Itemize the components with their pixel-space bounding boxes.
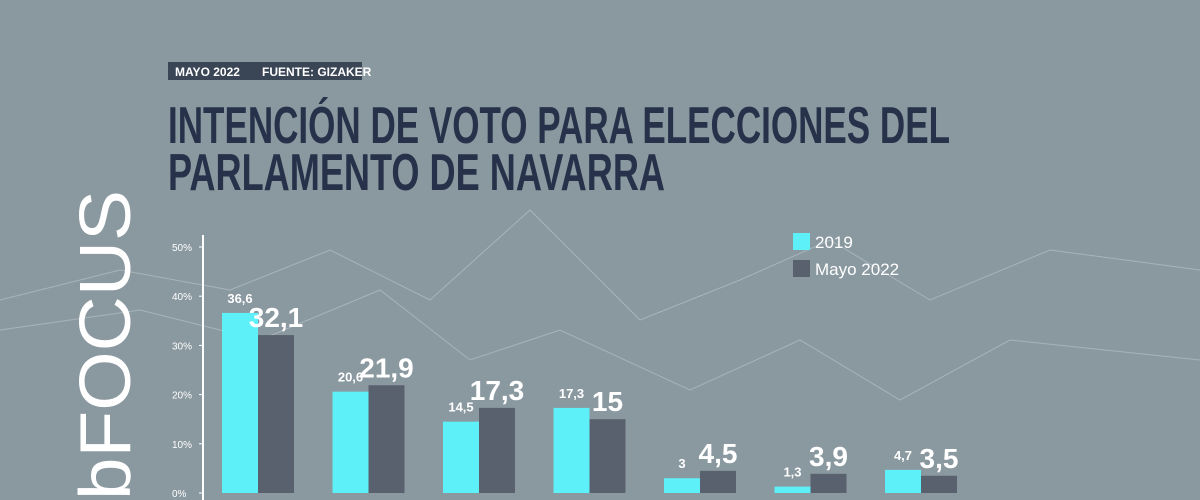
bar [921,475,957,493]
y-tick-label: 10% [172,440,192,451]
y-tick-label: 0% [172,489,187,500]
bar [700,470,736,493]
bar [368,385,405,493]
value-label: 17,3 [559,386,584,401]
bar [222,312,258,493]
header-date: MAYO 2022 [175,65,240,79]
logo: bFOCUS [66,190,146,500]
bar [589,419,626,493]
header-tag [168,62,362,80]
y-tick-label: 50% [172,243,192,254]
value-label: 3 [678,456,685,471]
bar [553,407,590,493]
header-source: FUENTE: GIZAKER [262,65,372,79]
legend-swatch [793,260,810,277]
bar [664,478,700,493]
bar [332,391,369,493]
bar [258,335,294,493]
value-label: 1,3 [783,465,801,480]
chart-title: INTENCIÓN DE VOTO PARA ELECCIONES DEL [168,97,950,155]
value-label: 32,1 [249,302,304,333]
y-tick-label: 30% [172,341,192,352]
background-decoration [0,289,1200,401]
legend-label: Mayo 2022 [815,260,899,279]
value-label: 3,5 [920,443,959,474]
bar [774,486,811,493]
bar [443,421,479,493]
value-label: 17,3 [470,375,525,406]
bar [885,469,921,493]
bar [479,407,515,493]
value-label: 4,7 [894,448,912,463]
background-decoration [0,209,1200,321]
chart-title: PARLAMENTO DE NAVARRA [168,144,665,202]
legend-swatch [793,233,810,250]
bar [810,473,847,493]
value-label: 20,6 [338,370,363,385]
value-label: 3,9 [809,441,848,472]
value-label: 15 [592,386,623,417]
value-label: 4,5 [699,438,738,469]
value-label: 14,5 [448,400,473,415]
y-tick-label: 20% [172,391,192,402]
legend-label: 2019 [815,233,853,252]
value-label: 36,6 [227,291,252,306]
value-label: 21,9 [359,352,414,383]
y-tick-label: 40% [172,292,192,303]
